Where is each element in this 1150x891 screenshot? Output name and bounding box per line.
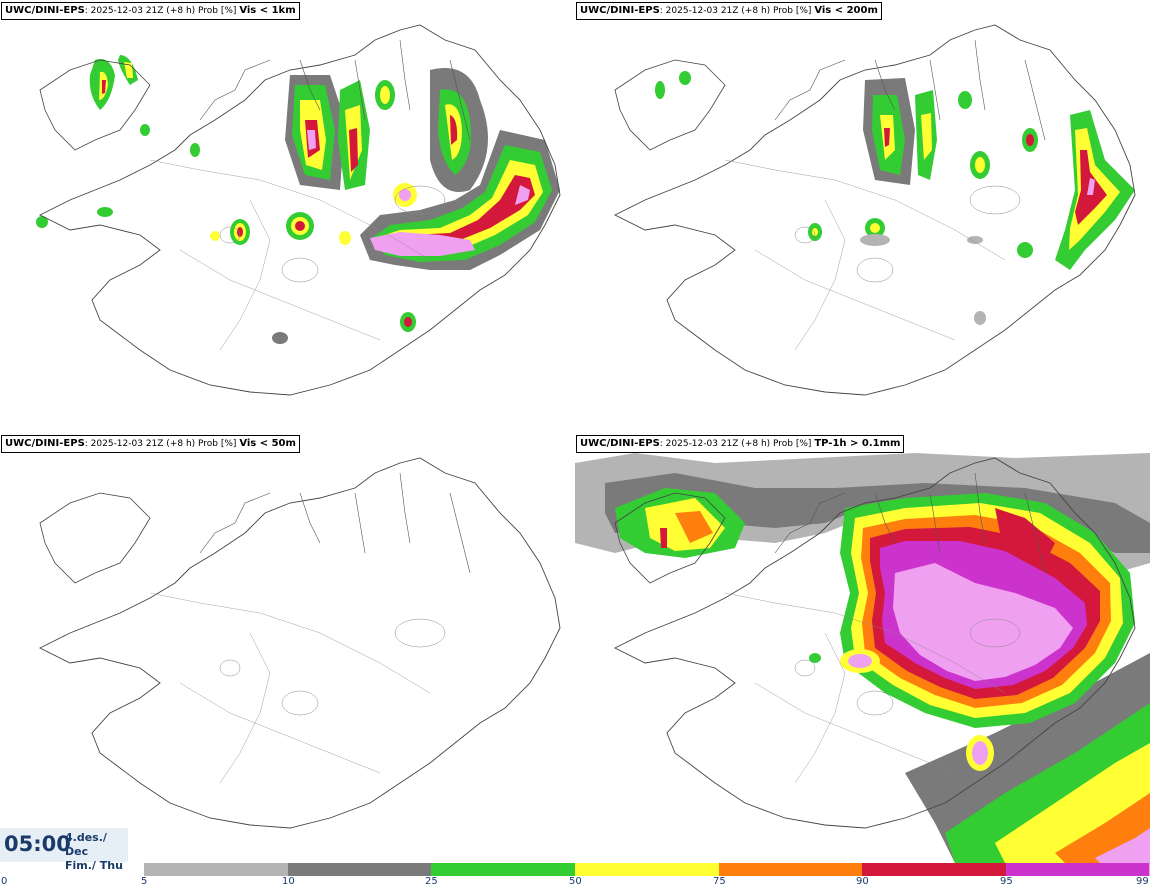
colorbar-segment-10-25 — [288, 863, 431, 876]
date-line-2: Fim./ Thu — [65, 859, 123, 872]
colorbar-segment-75-90 — [719, 863, 862, 876]
prob-field — [575, 453, 1150, 863]
colorbar-tick: 99 — [1136, 876, 1149, 887]
colorbar-tick: 25 — [425, 876, 438, 887]
colorbar-segment-50-75 — [575, 863, 719, 876]
colorbar-tick: 10 — [282, 876, 295, 887]
colorbar-segment-95-99 — [1006, 863, 1150, 876]
map-iceland — [614, 24, 1136, 396]
colorbar-tick: 95 — [1000, 876, 1013, 887]
prob-field — [655, 71, 1135, 325]
map-panel-vis-1km: UWC/DINI-EPS: 2025-12-03 21Z (+8 h) Prob… — [0, 0, 575, 430]
map-panel-vis-200m: UWC/DINI-EPS: 2025-12-03 21Z (+8 h) Prob… — [575, 0, 1150, 430]
colorbar-tick: 90 — [856, 876, 869, 887]
panel-title: UWC/DINI-EPS: 2025-12-03 21Z (+8 h) Prob… — [1, 2, 300, 20]
map-panel-vis-50m: UWC/DINI-EPS: 2025-12-03 21Z (+8 h) Prob… — [0, 433, 575, 863]
panel-title: UWC/DINI-EPS: 2025-12-03 21Z (+8 h) Prob… — [576, 2, 882, 20]
colorbar-tick: 50 — [569, 876, 582, 887]
colorbar-tick: 0 — [1, 876, 8, 887]
panel-title: UWC/DINI-EPS: 2025-12-03 21Z (+8 h) Prob… — [1, 435, 300, 453]
colorbar-tick: 75 — [713, 876, 726, 887]
map-iceland — [39, 457, 561, 829]
panel-title: UWC/DINI-EPS: 2025-12-03 21Z (+8 h) Prob… — [576, 435, 905, 453]
valid-time-box: 05:00 4.des./ Dec Fim./ Thu — [0, 828, 128, 872]
colorbar-segment-90-95 — [862, 863, 1006, 876]
map-panel-precip: UWC/DINI-EPS: 2025-12-03 21Z (+8 h) Prob… — [575, 433, 1150, 863]
date-line-1: 4.des./ Dec — [65, 831, 107, 858]
colorbar-tick: 5 — [141, 876, 148, 887]
valid-time-clock: 05:00 — [4, 832, 71, 856]
map-iceland — [575, 453, 1150, 863]
colorbar-segment-5-10 — [144, 863, 288, 876]
colorbar-segment-25-50 — [431, 863, 575, 876]
valid-time-date: 4.des./ Dec Fim./ Thu — [65, 831, 128, 873]
map-iceland — [36, 24, 561, 396]
prob-field — [36, 55, 560, 344]
